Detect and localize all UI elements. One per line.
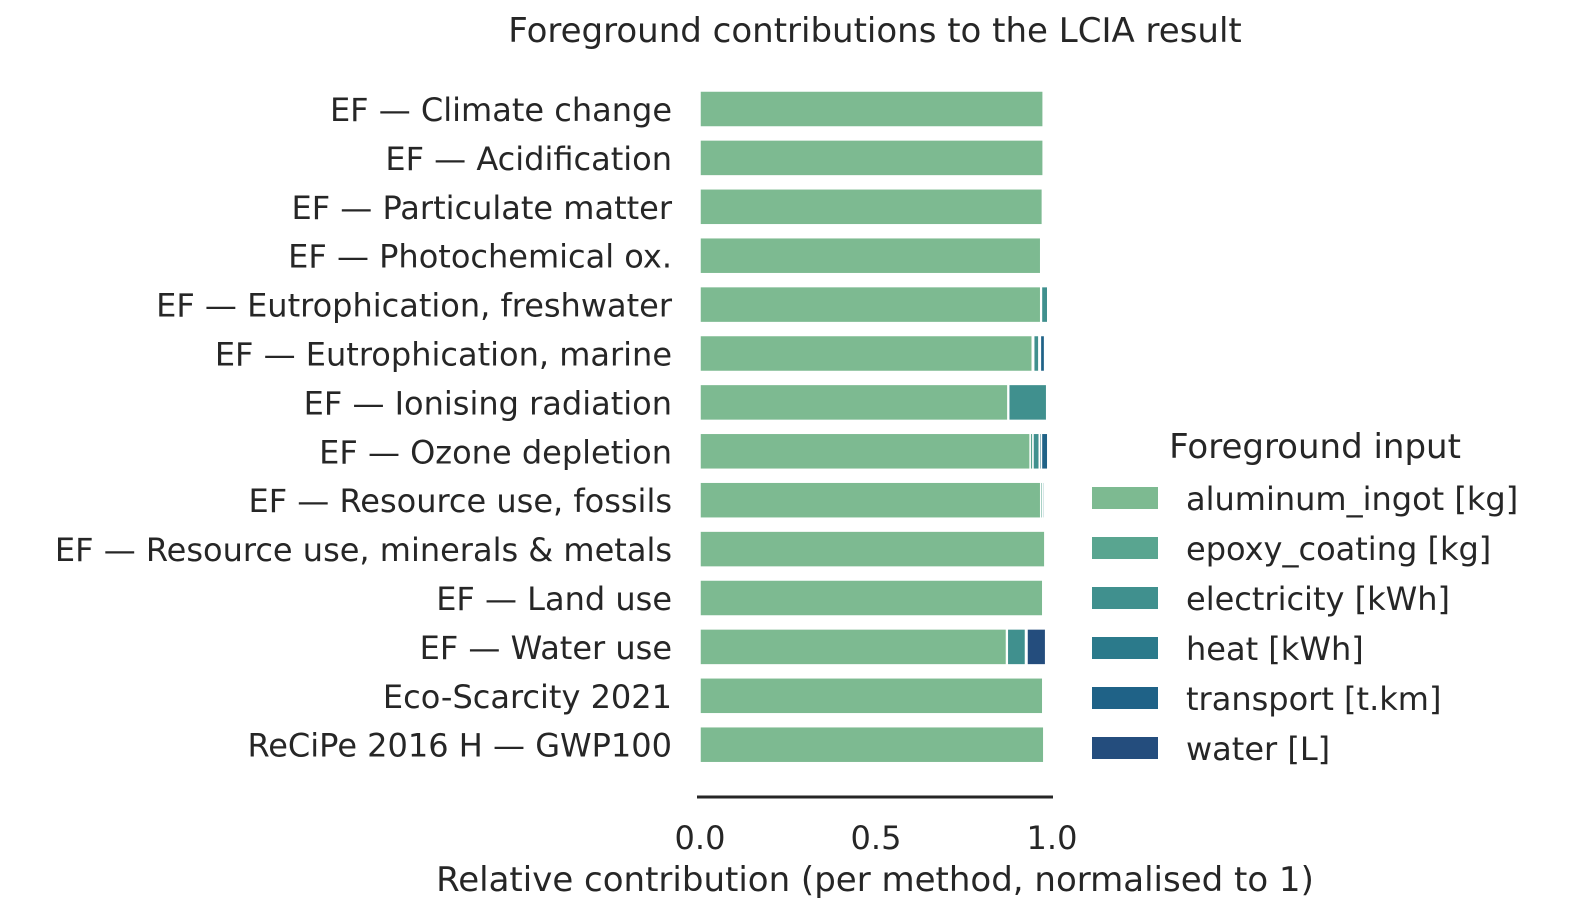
- bar-segment: [1044, 677, 1047, 715]
- x-axis-label: Relative contribution (per method, norma…: [436, 860, 1314, 900]
- legend-swatch: [1092, 637, 1158, 659]
- bar-segment: [1007, 383, 1048, 422]
- y-tick-label: ReCiPe 2016 H — GWP100: [247, 727, 672, 765]
- y-tick-label: EF — Ozone depletion: [319, 433, 672, 471]
- bar-segment: [699, 139, 1044, 177]
- y-tick-label: EF — Particulate matter: [291, 189, 672, 227]
- y-tick-label: EF — Climate change: [330, 91, 672, 129]
- bar-segment: [699, 383, 1009, 422]
- y-tick-label: EF — Resource use, fossils: [248, 482, 672, 520]
- y-tick-label: EF — Water use: [420, 629, 672, 667]
- y-tick-labels: EF — Climate change EF — Acidification EF …: [55, 91, 673, 765]
- bar-segment: [699, 236, 1042, 275]
- y-tick-label: EF — Land use: [436, 580, 672, 618]
- y-tick-label: EF — Ionising radiation: [304, 384, 672, 422]
- legend-label: heat [kWh]: [1186, 630, 1364, 668]
- bar-segment: [1026, 628, 1047, 666]
- bar-segment: [1044, 530, 1047, 568]
- legend-label: aluminum_ingot [kg]: [1186, 480, 1518, 518]
- y-tick-label: EF — Eutrophication, marine: [215, 336, 672, 374]
- legend-label: electricity [kWh]: [1186, 580, 1450, 618]
- bar-segment: [699, 432, 1031, 471]
- bar-segment: [1045, 383, 1049, 422]
- bar-segment: [1032, 432, 1041, 471]
- bar-segment: [699, 334, 1034, 373]
- bar-segment: [1047, 285, 1050, 324]
- legend-items: aluminum_ingot [kg] epoxy_coating [kg] ele…: [1092, 480, 1518, 768]
- y-tick-label: EF — Resource use, minerals & metals: [55, 531, 672, 569]
- bar-segment: [1043, 188, 1046, 226]
- bar-segment: [699, 677, 1044, 715]
- bar-segment: [1044, 481, 1047, 519]
- chart-title: Foreground contributions to the LCIA res…: [508, 11, 1242, 51]
- bar-segment: [1032, 334, 1040, 373]
- legend-label: epoxy_coating [kg]: [1186, 530, 1491, 568]
- x-tick-labels: 0.0 0.5 1.0: [675, 819, 1078, 857]
- legend-swatch: [1092, 537, 1158, 559]
- bar-segment: [699, 628, 1008, 666]
- legend-swatch: [1092, 487, 1158, 509]
- bar-segment: [699, 579, 1044, 617]
- bar-segment: [699, 90, 1044, 128]
- bar-segment: [699, 725, 1045, 764]
- legend-swatch: [1092, 687, 1158, 709]
- legend: Foreground input aluminum_ingot [kg] epox…: [1092, 427, 1518, 768]
- legend-label: transport [t.km]: [1186, 680, 1441, 718]
- legend-swatch: [1092, 737, 1158, 759]
- y-tick-label: EF — Eutrophication, freshwater: [156, 287, 673, 325]
- bar-segment: [699, 188, 1044, 226]
- bar-segment: [1040, 432, 1049, 471]
- legend-title: Foreground input: [1169, 427, 1461, 467]
- y-tick-label: Eco-Scarcity 2021: [383, 678, 672, 716]
- x-tick-label: 0.0: [675, 819, 726, 857]
- bar-segment: [699, 481, 1042, 519]
- legend-label: water [L]: [1186, 730, 1330, 768]
- y-tick-label: EF — Acidification: [385, 140, 672, 178]
- bars-group: [699, 90, 1050, 764]
- bar-segment: [699, 285, 1042, 324]
- bar-segment: [1006, 628, 1027, 666]
- bar-segment: [1039, 334, 1046, 373]
- legend-swatch: [1092, 587, 1158, 609]
- bar-segment: [1044, 139, 1047, 177]
- bar-segment: [1044, 579, 1047, 617]
- x-tick-label: 0.5: [851, 819, 902, 857]
- bar-segment: [1042, 236, 1045, 275]
- y-tick-label: EF — Photochemical ox.: [288, 238, 672, 276]
- bar-segment: [699, 530, 1046, 568]
- bar-segment: [1042, 90, 1045, 128]
- x-tick-label: 1.0: [1027, 819, 1078, 857]
- bar-segment: [1043, 725, 1046, 764]
- bar-segment: [1040, 285, 1049, 324]
